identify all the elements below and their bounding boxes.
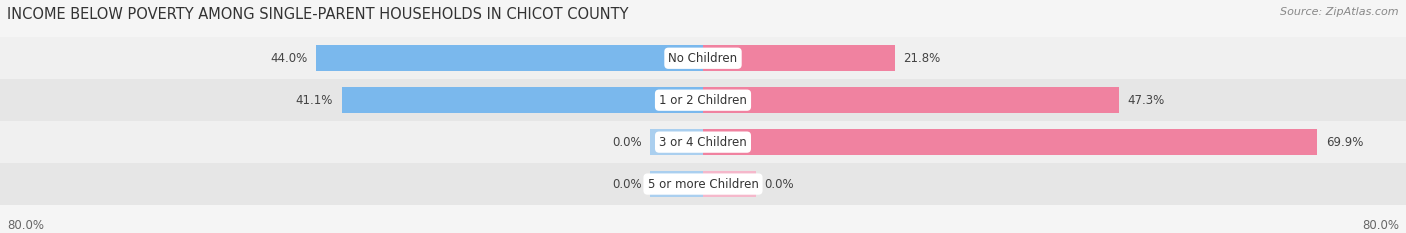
Bar: [342, 87, 703, 113]
Bar: [703, 171, 756, 197]
Text: 3 or 4 Children: 3 or 4 Children: [659, 136, 747, 149]
Text: INCOME BELOW POVERTY AMONG SINGLE-PARENT HOUSEHOLDS IN CHICOT COUNTY: INCOME BELOW POVERTY AMONG SINGLE-PARENT…: [7, 7, 628, 22]
Text: 0.0%: 0.0%: [612, 178, 641, 191]
Bar: [316, 45, 703, 71]
Bar: [0, 37, 1406, 79]
Text: 41.1%: 41.1%: [295, 94, 333, 107]
Bar: [703, 87, 1119, 113]
Bar: [703, 129, 1317, 155]
Text: 0.0%: 0.0%: [765, 178, 794, 191]
Text: 21.8%: 21.8%: [904, 52, 941, 65]
Text: 0.0%: 0.0%: [612, 136, 641, 149]
Bar: [0, 121, 1406, 163]
Text: 69.9%: 69.9%: [1326, 136, 1364, 149]
Bar: [0, 163, 1406, 205]
Bar: [650, 129, 703, 155]
Text: No Children: No Children: [668, 52, 738, 65]
Bar: [703, 45, 894, 71]
Text: 5 or more Children: 5 or more Children: [648, 178, 758, 191]
Text: 80.0%: 80.0%: [7, 219, 44, 232]
Text: 47.3%: 47.3%: [1128, 94, 1164, 107]
Text: 1 or 2 Children: 1 or 2 Children: [659, 94, 747, 107]
Bar: [650, 171, 703, 197]
Text: 44.0%: 44.0%: [270, 52, 308, 65]
Text: Source: ZipAtlas.com: Source: ZipAtlas.com: [1281, 7, 1399, 17]
Bar: [0, 79, 1406, 121]
Text: 80.0%: 80.0%: [1362, 219, 1399, 232]
